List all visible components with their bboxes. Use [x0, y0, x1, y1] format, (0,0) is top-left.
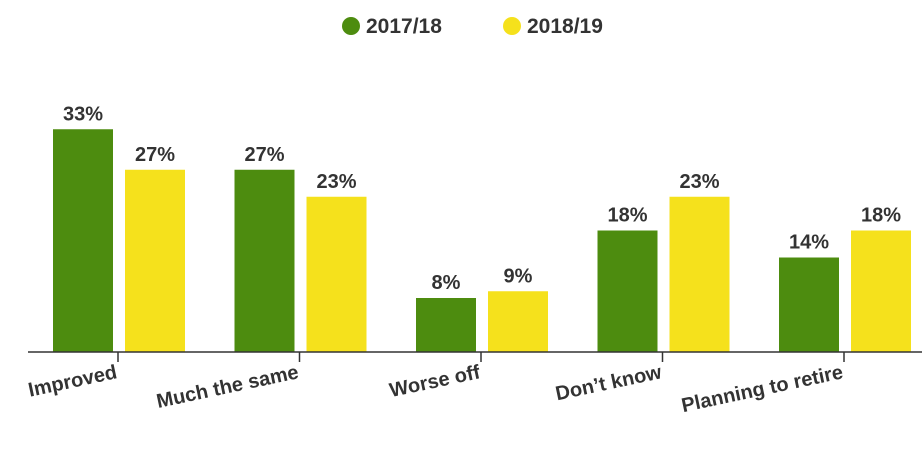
category-label-0: Improved	[26, 361, 119, 401]
legend-marker-1	[503, 17, 521, 35]
value-label-0-2: 8%	[432, 272, 461, 294]
legend-marker-0	[342, 17, 360, 35]
bar-1-2	[488, 291, 548, 352]
category-label-2: Worse off	[388, 361, 483, 402]
bar-0-1	[234, 169, 295, 352]
bar-0-2	[416, 298, 476, 352]
value-label-1-3: 23%	[679, 171, 719, 193]
legend-label-1: 2018/19	[527, 15, 603, 38]
value-label-0-0: 33%	[63, 103, 103, 125]
bar-0-3	[597, 230, 658, 352]
category-label-4: Planning to retire	[680, 361, 845, 417]
x-axis-ticks	[117, 352, 845, 362]
bar-1-3	[669, 196, 730, 352]
bar-1-4	[851, 230, 911, 352]
bar-0-4	[779, 257, 839, 352]
bar-1-0	[125, 169, 185, 352]
category-label-1: Much the same	[155, 361, 301, 413]
bar-1-1	[306, 196, 367, 352]
category-label-3: Don’t know	[554, 361, 664, 405]
value-label-0-3: 18%	[607, 205, 647, 227]
category-labels: Improved Much the same Worse off Don’t know…	[26, 361, 845, 417]
value-label-0-4: 14%	[789, 232, 829, 254]
value-label-0-1: 27%	[244, 144, 284, 166]
value-label-1-4: 18%	[861, 205, 901, 227]
bars	[53, 129, 911, 352]
legend: 2017/18 2018/19	[342, 15, 603, 38]
bar-0-0	[53, 129, 113, 352]
legend-label-0: 2017/18	[366, 15, 442, 38]
value-label-1-0: 27%	[135, 144, 175, 166]
value-label-1-2: 9%	[504, 265, 533, 287]
value-label-1-1: 23%	[316, 171, 356, 193]
value-labels: 33% 27% 27% 23% 8% 9% 18% 23% 14% 18%	[63, 103, 901, 294]
